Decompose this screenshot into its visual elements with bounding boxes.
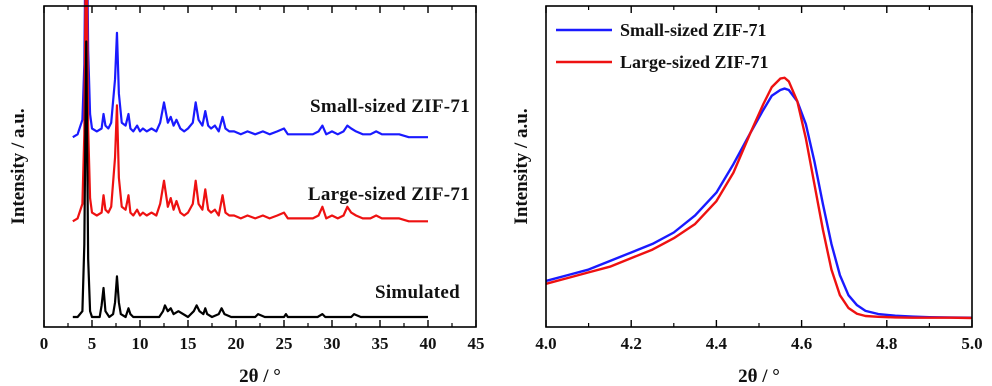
zoom-y-axis-title: Intensity / a.u. — [511, 108, 532, 224]
x-tick-label: 45 — [468, 334, 485, 353]
x-tick-label: 20 — [228, 334, 245, 353]
legend-label: Large-sized ZIF-71 — [620, 52, 768, 72]
x-tick-label: 35 — [372, 334, 389, 353]
x-tick-label: 40 — [420, 334, 437, 353]
series-line-2 — [72, 40, 428, 319]
legend-label: Small-sized ZIF-71 — [620, 20, 767, 40]
zoom-series-line-0 — [545, 87, 973, 319]
series-annotation: Small-sized ZIF-71 — [310, 96, 470, 117]
zoom-x-axis-title: 2θ / ° — [738, 366, 780, 386]
x-tick-label: 30 — [324, 334, 341, 353]
x-tick-label: 15 — [180, 334, 197, 353]
zoom-x-tick-label: 5.0 — [961, 334, 982, 353]
y-axis-title: Intensity / a.u. — [8, 108, 29, 224]
series-annotation: Simulated — [375, 282, 460, 303]
plot-frame — [43, 5, 477, 328]
x-axis-title: 2θ / ° — [239, 366, 281, 386]
zoom-series-line-1 — [545, 76, 973, 320]
zoom-x-tick-label: 4.4 — [706, 334, 728, 353]
zoom-x-tick-label: 4.8 — [876, 334, 897, 353]
series-annotation: Large-sized ZIF-71 — [308, 184, 470, 205]
zoom-x-tick-label: 4.2 — [621, 334, 642, 353]
x-tick-label: 25 — [276, 334, 293, 353]
zoom-x-tick-label: 4.6 — [791, 334, 812, 353]
zoom-x-tick-label: 4.0 — [535, 334, 556, 353]
x-tick-label: 5 — [88, 334, 97, 353]
series-line-0 — [72, 0, 428, 139]
x-tick-label: 0 — [40, 334, 49, 353]
series-line-1 — [72, 0, 428, 223]
x-tick-label: 10 — [132, 334, 149, 353]
